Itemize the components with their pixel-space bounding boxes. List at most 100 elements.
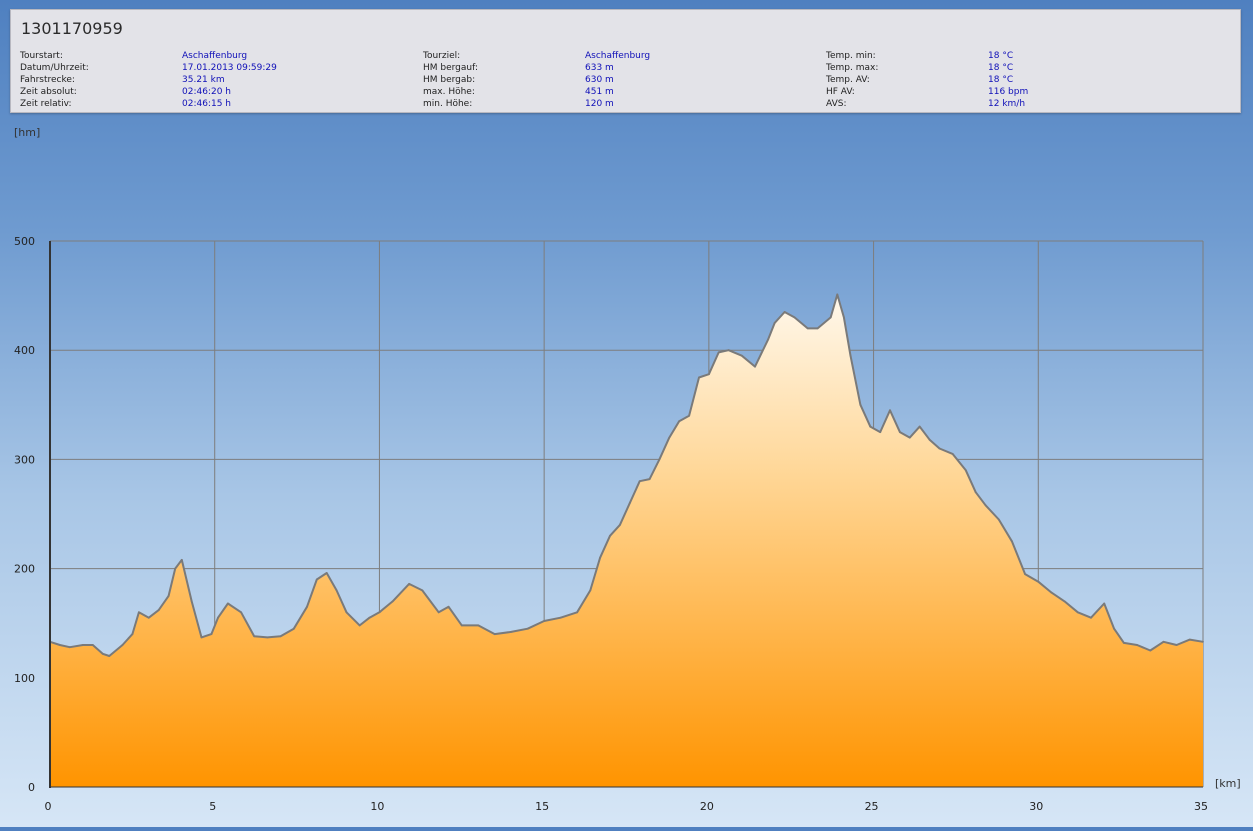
stat-label-datum: Datum/Uhrzeit:	[20, 63, 89, 73]
elevation-point	[918, 425, 921, 428]
stat-value-datum: 17.01.2013 09:59:29	[182, 63, 277, 73]
elevation-point	[740, 354, 743, 357]
stat-value-temp-max: 18 °C	[988, 63, 1014, 73]
stat-value-zeit-relativ: 02:46:15 h	[182, 99, 231, 109]
stat-label-max-hoehe: max. Höhe:	[423, 87, 475, 97]
elevation-point	[1037, 580, 1040, 583]
elevation-point	[1113, 627, 1115, 630]
elevation-point	[1175, 644, 1178, 646]
elevation-point	[843, 316, 845, 319]
elevation-point	[658, 458, 661, 461]
elevation-point	[315, 578, 318, 581]
stat-label-hf-av: HF AV:	[826, 87, 855, 97]
elevation-point	[599, 556, 601, 559]
stat-label-hm-bergauf: HM bergauf:	[423, 63, 478, 73]
elevation-point	[180, 559, 183, 561]
stat-label-fahrstrecke: Fahrstrecke:	[20, 75, 75, 85]
elevation-point	[82, 644, 84, 646]
x-tick-label: 10	[370, 800, 384, 813]
stat-value-hf-av: 116 bpm	[988, 87, 1029, 97]
elevation-point	[91, 644, 94, 646]
stat-label-zeit-relativ: Zeit relativ:	[20, 99, 72, 109]
elevation-point	[1050, 591, 1053, 594]
elevation-point	[806, 327, 809, 330]
elevation-point	[869, 425, 872, 428]
stat-value-min-hoehe: 120 m	[585, 99, 614, 109]
x-tick-label: 15	[535, 800, 549, 813]
elevation-point	[576, 611, 578, 614]
elevation-point	[938, 447, 941, 450]
elevation-point	[974, 491, 977, 494]
stat-label-min-hoehe: min. Höhe:	[423, 99, 473, 109]
elevation-point	[1162, 640, 1165, 643]
elevation-point	[1090, 616, 1092, 619]
elevation-point	[1123, 642, 1125, 644]
tour-stats-grid: Tourstart: Aschaffenburg Datum/Uhrzeit: …	[20, 50, 1235, 110]
tour-title: 1301170959	[21, 19, 123, 38]
elevation-point	[879, 431, 882, 433]
elevation-point	[793, 316, 796, 319]
elevation-point	[217, 616, 219, 619]
elevation-point	[984, 504, 987, 507]
y-axis-label: [hm]	[14, 126, 40, 139]
elevation-point	[754, 365, 756, 368]
elevation-point	[678, 420, 681, 423]
elevation-point	[773, 322, 776, 324]
elevation-point	[1024, 573, 1026, 575]
elevation-point	[849, 354, 852, 357]
elevation-point	[836, 293, 839, 296]
elevation-point	[816, 327, 819, 330]
elevation-point	[227, 602, 229, 605]
stat-value-hm-bergab: 630 m	[585, 75, 614, 85]
elevation-point	[240, 611, 243, 614]
stat-label-tourziel: Tourziel:	[423, 51, 461, 61]
elevation-point	[951, 453, 954, 455]
x-tick-label: 0	[45, 800, 52, 813]
x-tick-label: 20	[700, 800, 714, 813]
elevation-point	[131, 633, 134, 635]
elevation-point	[526, 627, 529, 630]
y-tick-label: 100	[14, 672, 35, 685]
elevation-point	[358, 624, 361, 627]
y-tick-label: 200	[14, 563, 35, 576]
stat-value-tourziel: Aschaffenburg	[585, 51, 651, 61]
stat-label-zeit-absolut: Zeit absolut:	[20, 87, 77, 97]
elevation-point	[325, 572, 328, 574]
elevation-point	[859, 403, 862, 406]
stat-label-hm-bergab: HM bergab:	[423, 75, 476, 85]
elevation-point	[493, 633, 496, 635]
elevation-point	[174, 567, 177, 570]
elevation-point	[648, 478, 651, 480]
elevation-point	[437, 611, 440, 614]
elevation-point	[1188, 638, 1191, 641]
elevation-point	[147, 616, 150, 619]
elevation-point	[767, 338, 770, 341]
elevation-point	[708, 373, 710, 376]
elevation-points	[49, 293, 1204, 657]
stat-value-hm-bergauf: 633 m	[585, 63, 614, 73]
elevation-point	[783, 311, 786, 313]
stat-value-temp-min: 18 °C	[988, 51, 1014, 61]
elevation-point	[477, 624, 480, 627]
elevation-point	[589, 589, 592, 592]
elevation-point	[717, 351, 720, 354]
elevation-point	[727, 349, 730, 352]
tour-info-panel: 1301170959 Tourstart: Aschaffenburg Datu…	[10, 9, 1241, 113]
chart-axes	[49, 241, 1203, 788]
elevation-point	[59, 644, 61, 646]
y-tick-label: 0	[28, 781, 35, 794]
elevation-point	[108, 655, 111, 657]
elevation-point	[210, 633, 213, 635]
elevation-point	[1103, 602, 1106, 605]
elevation-point	[421, 589, 424, 592]
stat-value-max-hoehe: 451 m	[585, 87, 614, 97]
elevation-point	[510, 631, 513, 633]
elevation-point	[928, 438, 931, 441]
elevation-point	[306, 605, 308, 608]
y-tick-label: 500	[14, 235, 35, 248]
elevation-point	[200, 636, 203, 639]
elevation-point	[68, 646, 71, 649]
stat-value-temp-av: 18 °C	[988, 75, 1014, 85]
stat-value-avs: 12 km/h	[988, 99, 1026, 109]
stat-value-tourstart: Aschaffenburg	[182, 51, 248, 61]
